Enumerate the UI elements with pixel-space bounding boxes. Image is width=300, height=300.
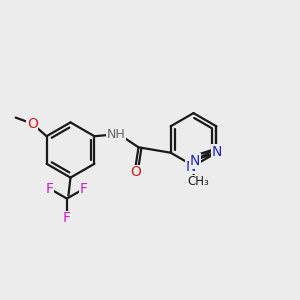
Text: CH₃: CH₃: [187, 176, 209, 188]
Text: NH: NH: [106, 128, 125, 141]
Text: N: N: [212, 146, 223, 160]
Text: N: N: [190, 154, 200, 168]
Text: O: O: [130, 165, 141, 179]
Text: N: N: [186, 160, 196, 174]
Text: F: F: [80, 182, 88, 196]
Text: N: N: [212, 145, 223, 159]
Text: O: O: [27, 117, 38, 130]
Text: F: F: [63, 212, 71, 225]
Text: F: F: [46, 182, 54, 196]
